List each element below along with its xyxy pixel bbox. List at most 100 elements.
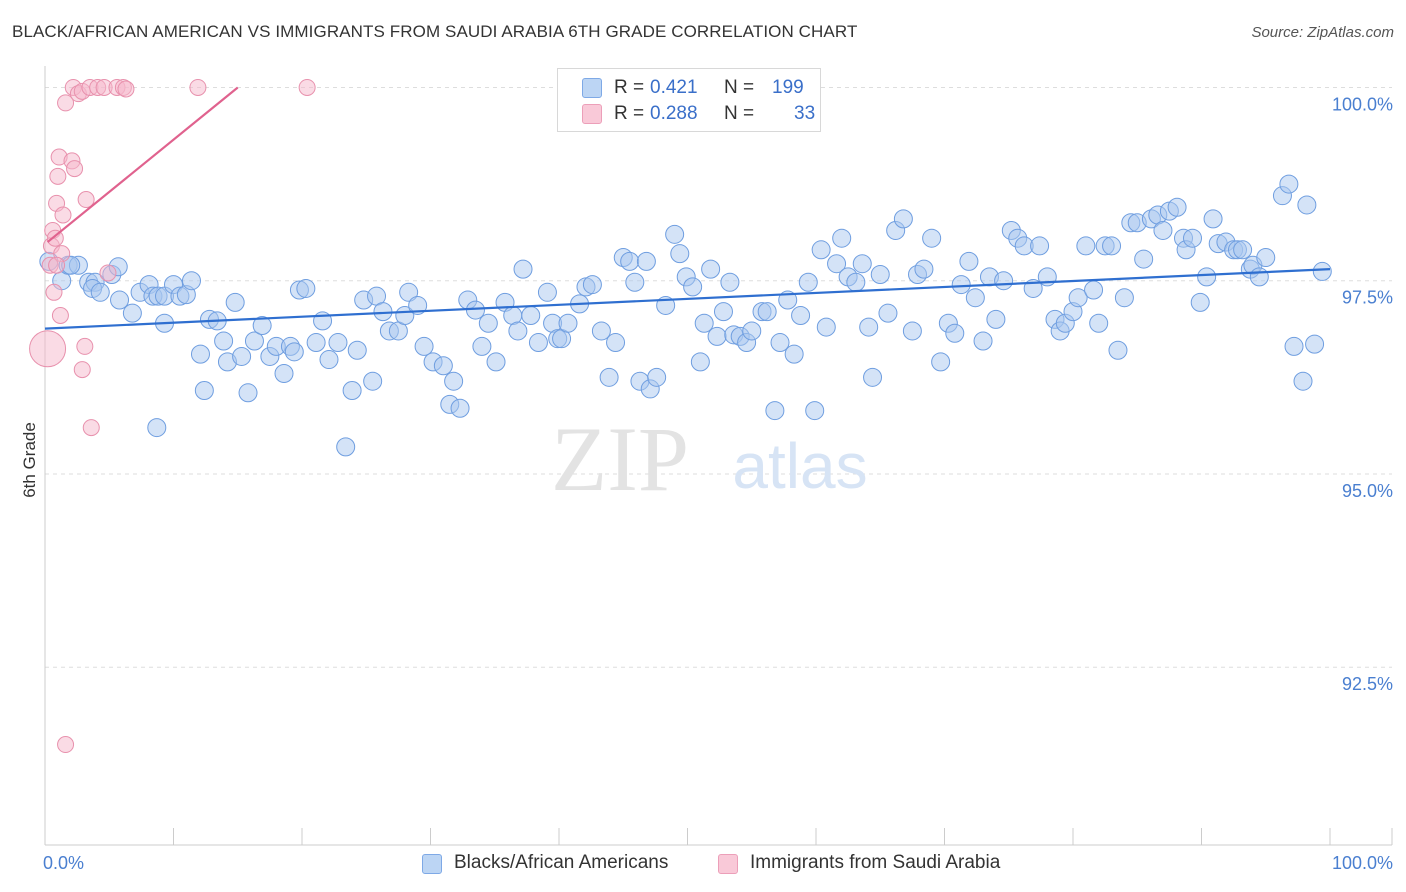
r-label: R = [614,103,645,124]
data-point-blacks [863,367,883,387]
data-point-blacks [636,251,656,271]
data-point-blacks [922,228,942,248]
data-point-blacks [707,326,727,346]
data-point-saudi [45,283,63,301]
data-point-saudi [48,256,66,274]
legend-swatch-blue [422,854,442,874]
axes [44,66,1393,846]
data-point-saudi [29,330,67,368]
data-point-blacks [274,363,294,383]
data-point-blacks [1312,261,1332,281]
data-point-blacks [336,437,356,457]
data-point-blacks [832,228,852,248]
data-point-blacks [742,321,762,341]
data-point-blacks [902,321,922,341]
data-point-blacks [444,371,464,391]
data-point-blacks [931,352,951,372]
data-point-blacks [994,271,1014,291]
data-point-blacks [1305,334,1325,354]
data-point-blacks [1293,371,1313,391]
data-point-blacks [959,251,979,271]
data-point-blacks [1076,236,1096,256]
data-point-blacks [306,333,326,353]
data-point-blacks [1084,280,1104,300]
data-point-blacks [486,352,506,372]
data-point-blacks [513,259,533,279]
data-point-saudi [66,160,84,178]
data-point-saudi [57,94,75,112]
data-point-blacks [1153,220,1173,240]
data-point-blacks [811,240,831,260]
data-point-blacks [945,323,965,343]
y-tick-label: 92.5% [1342,674,1393,694]
data-point-blacks [870,265,890,285]
data-point-blacks [414,336,434,356]
data-point-saudi [57,736,75,754]
data-point-saudi [51,306,69,324]
data-point-blacks [238,383,258,403]
data-point-blacks [1183,228,1203,248]
watermark-zip: ZIP [551,408,689,510]
data-point-blacks [852,254,872,274]
data-point-saudi [46,229,64,247]
data-point-blacks [965,288,985,308]
data-point-blacks [194,380,214,400]
data-point-blacks [1297,195,1317,215]
y-tick-label: 95.0% [1342,481,1393,501]
data-point-blacks [713,302,733,322]
data-point-blacks [757,302,777,322]
data-point-blacks [893,209,913,229]
n-label: N = [724,77,755,98]
data-point-blacks [1197,267,1217,287]
legend-label: Immigrants from Saudi Arabia [750,852,1001,873]
data-point-blacks [846,272,866,292]
data-point-saudi [189,78,207,96]
data-point-blacks [284,342,304,362]
data-point-blacks [1203,209,1223,229]
data-point-blacks [363,371,383,391]
data-point-blacks [190,344,210,364]
data-point-blacks [914,259,934,279]
data-point-blacks [582,275,602,295]
data-point-blacks [951,275,971,295]
data-point-saudi [76,337,94,355]
data-point-blacks [694,313,714,333]
y-tick-label: 97.5% [1342,288,1393,308]
data-point-blacks [232,346,252,366]
data-point-blacks [110,290,130,310]
data-point-blacks [472,336,492,356]
data-point-blacks [1030,236,1050,256]
legend-swatch-pink [718,854,738,874]
data-point-saudi [77,191,95,209]
y-axis-label: 6th Grade [20,422,39,498]
trend-line-blacks [44,268,1331,330]
axis-labels: 100.0% 97.5% 95.0% 92.5% 0.0% 100.0% 6th Grade [20,94,1393,873]
data-point-blacks [347,340,367,360]
data-point-blacks [784,344,804,364]
data-point-blacks [478,313,498,333]
r-value: 0.421 [650,77,698,98]
x-tick-label: 0.0% [43,853,84,873]
data-point-blacks [1114,288,1134,308]
legend-swatch-pink [582,104,602,124]
x-tick-label: 100.0% [1332,853,1393,873]
data-point-saudi [298,78,316,96]
data-point-blacks [1256,248,1276,268]
data-point-blacks [670,244,690,264]
data-point-blacks [606,333,626,353]
data-point-blacks [296,278,316,298]
data-points [29,78,1332,754]
data-point-blacks [450,398,470,418]
data-point-blacks [1089,313,1109,333]
data-point-blacks [827,254,847,274]
data-point-saudi [99,264,117,282]
data-point-blacks [328,333,348,353]
data-point-blacks [770,333,790,353]
stats-legend: R = 0.421 N = 199 R = 0.288 N = 33 [557,68,821,132]
y-tick-label: 100.0% [1332,94,1393,114]
watermark: ZIP atlas [551,408,868,510]
data-point-blacks [973,331,993,351]
legend-swatch-blue [582,78,602,98]
data-point-blacks [816,317,836,337]
r-value: 0.288 [650,103,698,124]
